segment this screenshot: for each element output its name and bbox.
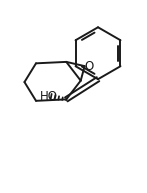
Text: O: O: [84, 60, 93, 73]
Text: HO: HO: [40, 90, 58, 103]
